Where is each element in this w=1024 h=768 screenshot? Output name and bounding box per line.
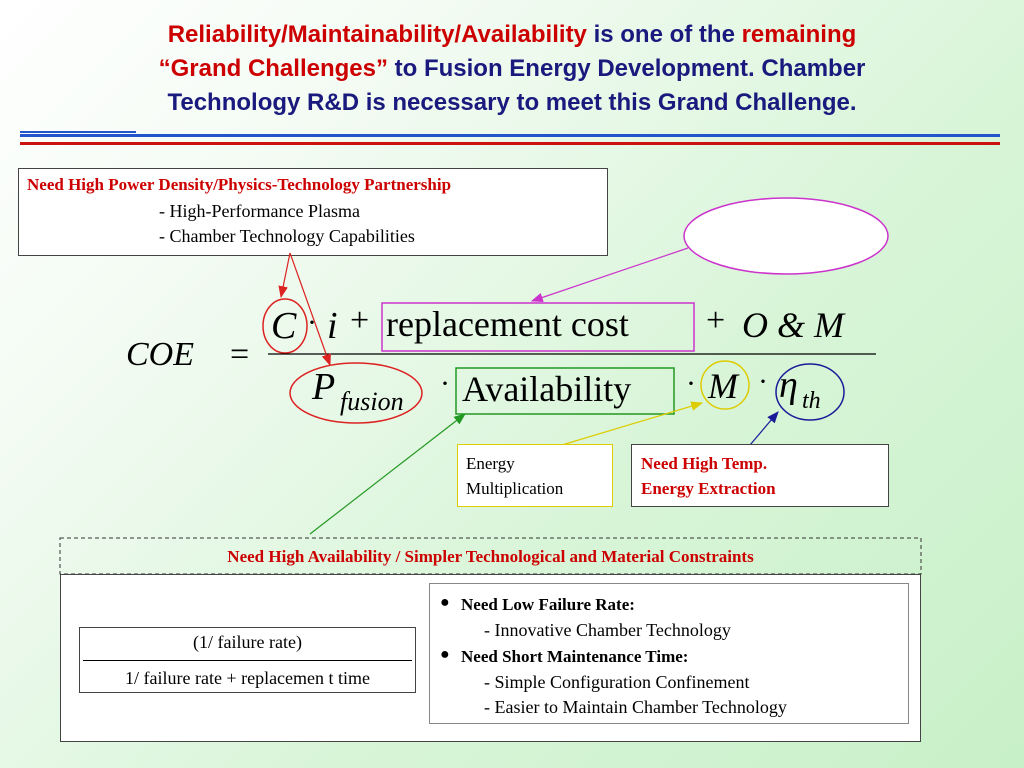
title-red-2: remaining [741, 21, 857, 48]
divider-red [20, 142, 1000, 145]
eq-fusion: fusion [340, 387, 404, 416]
eq-om: O & M [742, 305, 844, 345]
high-temp-box: Need High Temp. Energy Extraction [631, 444, 889, 507]
bullet-2-marker: ● [440, 646, 450, 663]
eq-p: P [312, 366, 336, 408]
bottom-panel: (1/ failure rate) 1/ failure rate + repl… [60, 574, 921, 742]
divider-blue-short [20, 131, 136, 133]
title-blue-1: is one of the [586, 21, 742, 48]
eq-i: i [327, 305, 338, 347]
arrow-to-eta [749, 411, 779, 446]
eq-eta: η [779, 364, 798, 406]
low-failure-bubble-line-2: Failure Rate [724, 235, 821, 255]
title-red-1: Reliability/Maintainability/Availability [167, 21, 587, 48]
eq-dot-3: · [686, 367, 696, 400]
eq-equals: = [230, 336, 250, 373]
eq-th: th [802, 388, 821, 414]
eq-availability: Availability [462, 369, 632, 409]
high-temp-line-1: Need High Temp. [641, 454, 768, 473]
bullet-box: ● Need Low Failure Rate: - Innovative Ch… [429, 583, 909, 724]
eq-replacement-cost: replacement cost [386, 304, 629, 344]
eq-plus-2: + [706, 302, 726, 339]
eq-dot-1: · [307, 306, 317, 339]
bullet-2-item-2: - Easier to Maintain Chamber Technology [484, 697, 787, 717]
fraction-numerator: (1/ failure rate) [193, 632, 302, 652]
low-failure-bubble-line-1: Need Low [724, 210, 802, 230]
energy-line-1: Energy [466, 454, 515, 473]
divider-blue [20, 134, 1000, 137]
fraction-box: (1/ failure rate) 1/ failure rate + repl… [79, 627, 416, 693]
eq-coe: COE [126, 336, 194, 373]
power-density-item-2: - Chamber Technology Capabilities [159, 226, 415, 246]
bullet-2-item-1: - Simple Configuration Confinement [484, 672, 750, 692]
bullet-1-heading: Need Low Failure Rate: [461, 595, 635, 614]
eq-plus-1: + [350, 302, 370, 339]
eq-m: M [708, 366, 738, 406]
slide-title: Reliability/Maintainability/Availability… [0, 18, 1024, 120]
arrow-to-availability [309, 413, 466, 535]
eq-dot-2: · [440, 367, 450, 400]
bullet-1-item: - Innovative Chamber Technology [484, 620, 731, 640]
power-density-item-1: - High-Performance Plasma [159, 201, 360, 221]
arrow-to-c [278, 252, 291, 299]
eq-dot-4: · [758, 365, 768, 398]
title-red-3: “Grand Challenges” [158, 55, 388, 82]
fraction-line [83, 660, 412, 661]
bullet-2-heading: Need Short Maintenance Time: [461, 647, 689, 666]
availability-banner: Need High Availability / Simpler Technol… [227, 547, 754, 566]
fraction-denominator: 1/ failure rate + replacemen t time [124, 668, 371, 688]
eq-c: C [271, 305, 297, 347]
energy-multiplication-box: Energy Multiplication [457, 444, 613, 507]
power-density-box: Need High Power Density/Physics-Technolo… [18, 168, 608, 256]
title-line-3: Technology R&D is necessary to meet this… [167, 89, 857, 116]
energy-line-2: Multiplication [466, 479, 564, 498]
bullet-1-marker: ● [440, 594, 450, 611]
high-temp-line-2: Energy Extraction [641, 479, 776, 498]
title-blue-2: to Fusion Energy Development. Chamber [387, 55, 866, 82]
power-density-heading: Need High Power Density/Physics-Technolo… [27, 175, 452, 194]
